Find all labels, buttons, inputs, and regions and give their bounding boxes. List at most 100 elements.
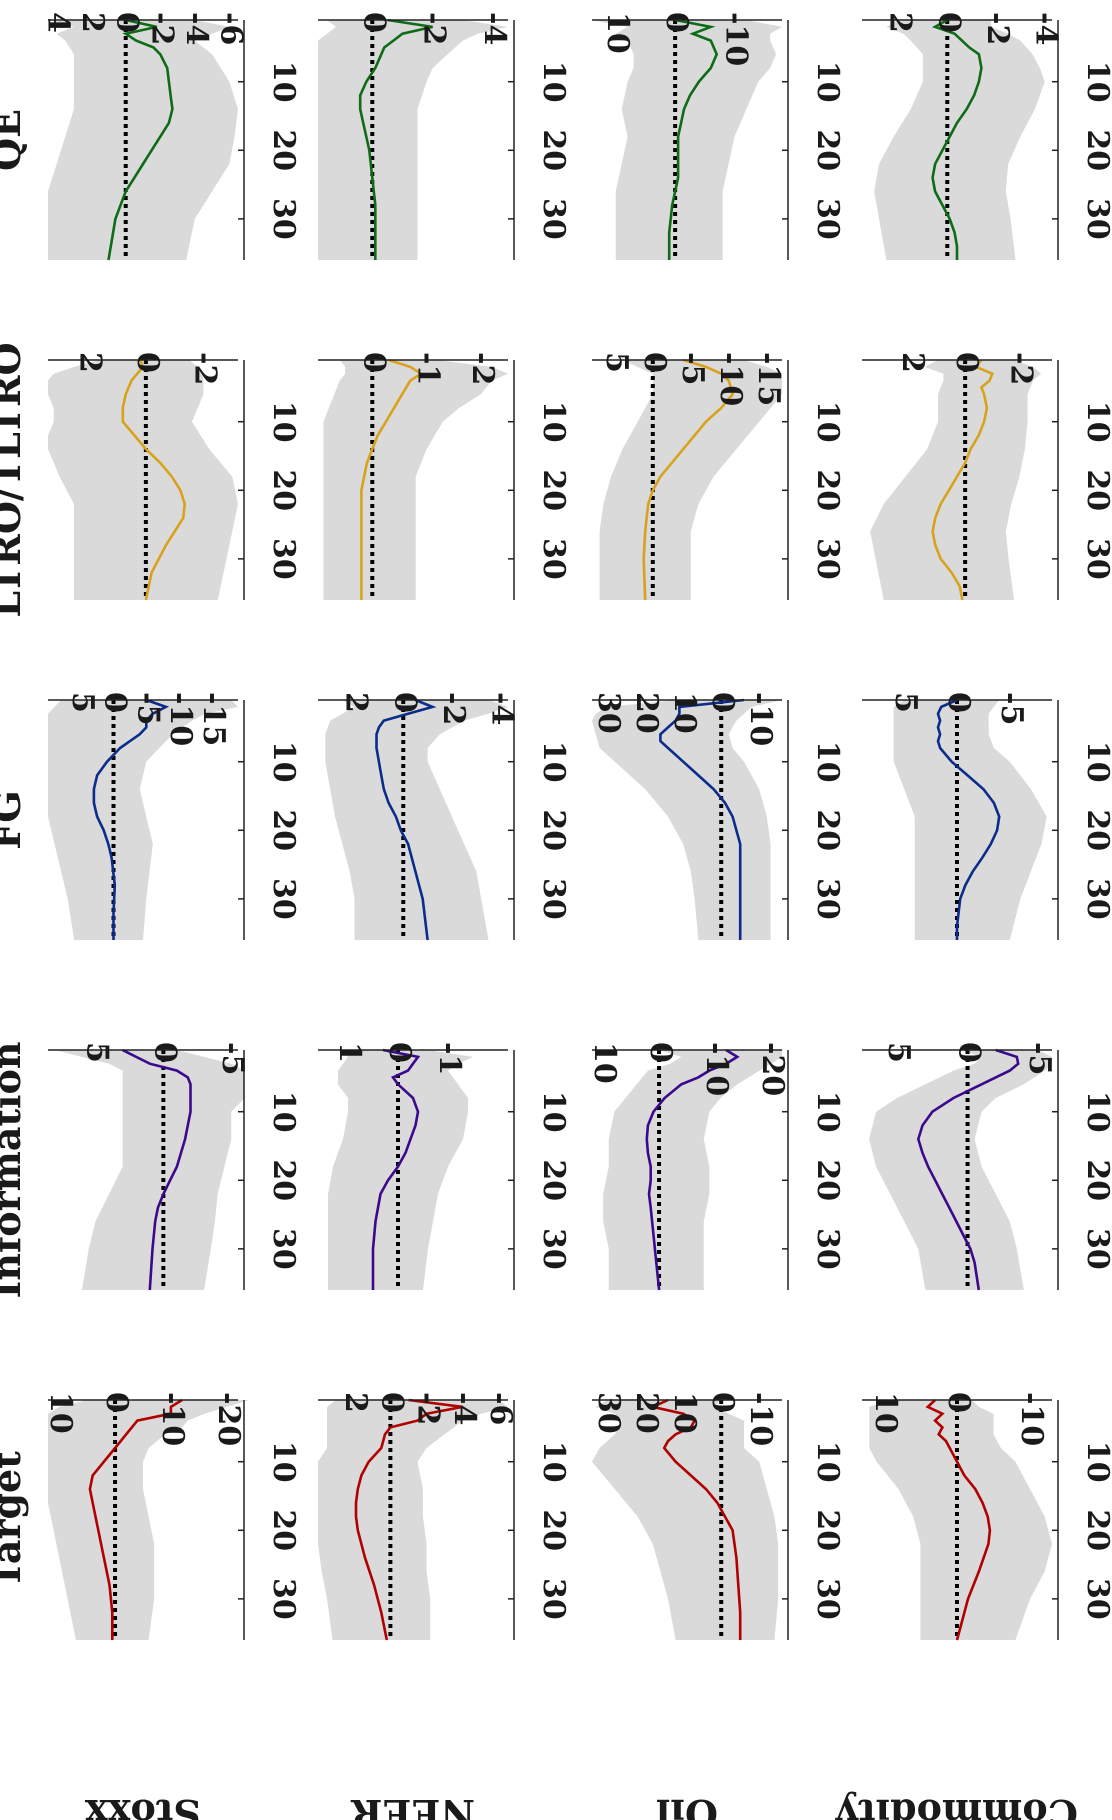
horizon-tick-label: 10 [536, 1441, 571, 1483]
confidence-band [48, 20, 238, 260]
confidence-band [318, 20, 508, 260]
value-tick-label: 0 [110, 12, 145, 33]
value-tick-label: -2 [1003, 352, 1038, 385]
value-tick-label: 10 [43, 1392, 78, 1434]
value-tick-label: 0 [387, 692, 422, 713]
irf-line [936, 698, 1001, 940]
horizon-tick-label: 30 [1080, 878, 1112, 920]
horizon-tick-label: 10 [266, 1091, 301, 1133]
horizon-tick-label: 20 [810, 129, 845, 171]
value-tick-label: 0 [952, 1042, 987, 1063]
value-tick-label: 0 [130, 352, 165, 373]
horizon-tick-label: 20 [266, 469, 301, 511]
irf-line [88, 1398, 183, 1640]
value-tick-label: 5 [881, 1042, 916, 1063]
horizon-tick-label: 10 [1080, 1441, 1112, 1483]
value-tick-label: -5 [675, 352, 710, 385]
irf-line [931, 359, 994, 601]
value-tick-label: 2 [338, 1392, 373, 1413]
horizon-tick-label: 30 [266, 198, 301, 240]
horizon-tick-label: 10 [266, 1441, 301, 1483]
irf-line [122, 1048, 192, 1291]
shock-title-target: Target [0, 1451, 29, 1589]
horizon-tick-label: 10 [536, 61, 571, 103]
irf-line [371, 1048, 421, 1290]
value-tick-label: 0 [356, 352, 391, 373]
value-tick-label: -10 [719, 12, 754, 66]
horizon-tick-label: 30 [1080, 198, 1112, 240]
value-tick-label: -5 [1022, 1042, 1057, 1075]
value-tick-label: -5 [994, 692, 1029, 725]
panel-target-commodity: 10 0 -10 10 20 30 [862, 1392, 1112, 1641]
value-tick-label: -15 [751, 352, 786, 406]
horizon-tick-label: 10 [810, 1091, 845, 1133]
value-tick-label: -10 [743, 1392, 778, 1446]
horizon-tick-label: 20 [536, 1159, 571, 1201]
value-tick-label: -2 [417, 12, 452, 45]
panel-information-neer: 1 0 -1 10 20 30 [318, 1042, 571, 1290]
value-tick-label: 0 [941, 692, 976, 713]
confidence-band [603, 1050, 782, 1290]
confidence-band [592, 700, 782, 940]
horizon-tick-label: 10 [1080, 61, 1112, 103]
confidence-band [54, 1050, 245, 1290]
value-tick-label: -10 [163, 692, 198, 746]
horizon-tick-label: 30 [536, 198, 571, 240]
horizon-tick-label: 20 [1080, 469, 1112, 511]
value-tick-label: -4 [477, 12, 512, 45]
value-tick-label: 0 [147, 1042, 182, 1063]
value-tick-label: -5 [215, 1042, 250, 1075]
horizon-tick-label: 20 [536, 809, 571, 851]
value-tick-label: -6 [213, 12, 248, 45]
value-tick-label: 0 [931, 12, 966, 33]
value-tick-label: 1 [332, 1042, 367, 1063]
shock-title-ltrotltro: LTRO/TLTRO [0, 342, 29, 617]
panel-ltrotltro-commodity: 2 0 -2 10 20 30 [862, 352, 1112, 601]
value-tick-label: 10 [667, 692, 702, 734]
variable-label-stoxx: Stoxx [85, 1791, 201, 1820]
irf-line [648, 1398, 742, 1640]
value-tick-label: -2 [144, 12, 179, 45]
value-tick-label: 0 [637, 352, 672, 373]
value-tick-label: -5 [130, 692, 165, 725]
value-tick-label: -15 [196, 692, 231, 746]
panel-fg-commodity: 5 0 -5 10 20 30 [862, 692, 1112, 940]
confidence-band [48, 700, 238, 940]
value-tick-label: 2 [883, 12, 918, 33]
horizon-tick-label: 30 [536, 878, 571, 920]
confidence-band [328, 1050, 473, 1290]
horizon-tick-label: 20 [266, 1509, 301, 1551]
horizon-tick-label: 10 [266, 61, 301, 103]
horizon-tick-label: 10 [536, 1091, 571, 1133]
horizon-tick-label: 30 [1080, 1578, 1112, 1620]
value-tick-label: -4 [1029, 12, 1064, 45]
horizon-tick-label: 20 [536, 1509, 571, 1551]
irf-line [667, 18, 719, 260]
value-tick-label: -10 [699, 1042, 734, 1096]
panel-qe-neer: 0 -2 -4 10 20 30 [318, 12, 571, 260]
value-tick-label: 0 [382, 1042, 417, 1063]
confidence-band [48, 1400, 250, 1640]
irf-line [121, 359, 187, 601]
horizon-tick-label: 30 [1080, 1228, 1112, 1270]
value-tick-label: -10 [713, 352, 748, 406]
horizon-tick-label: 30 [266, 1578, 301, 1620]
horizon-tick-label: 10 [810, 61, 845, 103]
panel-information-oil: 10 0 -10 -20 10 20 30 [587, 1042, 845, 1291]
panel-information-stoxx: 5 0 -5 10 20 30 [48, 1042, 301, 1291]
irf-line [92, 698, 170, 940]
value-tick-label: 2 [72, 352, 107, 373]
value-tick-label: 0 [643, 1042, 678, 1063]
horizon-tick-label: 10 [810, 741, 845, 783]
value-tick-label: 5 [65, 692, 100, 713]
confidence-band [323, 360, 508, 600]
value-tick-label: 20 [629, 692, 664, 734]
panel-qe-commodity: 2 0 -2 -4 10 20 30 [862, 12, 1112, 260]
horizon-tick-label: 30 [810, 878, 845, 920]
irf-line [642, 358, 735, 601]
